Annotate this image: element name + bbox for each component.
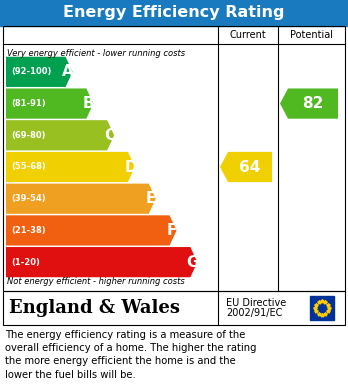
Text: Potential: Potential: [290, 30, 333, 40]
Polygon shape: [280, 88, 338, 119]
Text: The energy efficiency rating is a measure of the
overall efficiency of a home. T: The energy efficiency rating is a measur…: [5, 330, 256, 380]
Text: EU Directive: EU Directive: [226, 298, 286, 308]
Text: E: E: [146, 191, 157, 206]
Text: (39-54): (39-54): [11, 194, 46, 203]
Text: 82: 82: [302, 96, 324, 111]
Polygon shape: [6, 152, 135, 182]
Text: 2002/91/EC: 2002/91/EC: [226, 308, 282, 318]
Text: A: A: [62, 65, 74, 79]
Text: (81-91): (81-91): [11, 99, 46, 108]
Text: (1-20): (1-20): [11, 258, 40, 267]
Text: D: D: [124, 160, 137, 174]
Polygon shape: [6, 88, 93, 119]
Bar: [3, 26, 345, 291]
Text: Not energy efficient - higher running costs: Not energy efficient - higher running co…: [7, 278, 185, 287]
Text: Energy Efficiency Rating: Energy Efficiency Rating: [63, 5, 285, 20]
Bar: [3, 291, 345, 325]
Text: G: G: [187, 255, 199, 270]
Polygon shape: [220, 152, 272, 182]
Text: (92-100): (92-100): [11, 67, 52, 76]
Text: England & Wales: England & Wales: [9, 299, 180, 317]
Text: Current: Current: [230, 30, 266, 40]
Polygon shape: [6, 215, 176, 246]
Bar: [0, 0, 348, 26]
Text: 64: 64: [239, 160, 261, 174]
Text: (69-80): (69-80): [11, 131, 46, 140]
Polygon shape: [6, 184, 156, 214]
Text: (21-38): (21-38): [11, 226, 46, 235]
Polygon shape: [6, 57, 73, 87]
Text: (55-68): (55-68): [11, 163, 46, 172]
Bar: [310, 296, 334, 320]
Text: Very energy efficient - lower running costs: Very energy efficient - lower running co…: [7, 48, 185, 57]
Text: B: B: [83, 96, 95, 111]
Text: F: F: [167, 223, 177, 238]
Text: C: C: [104, 128, 115, 143]
Polygon shape: [6, 247, 197, 277]
Polygon shape: [6, 120, 114, 151]
